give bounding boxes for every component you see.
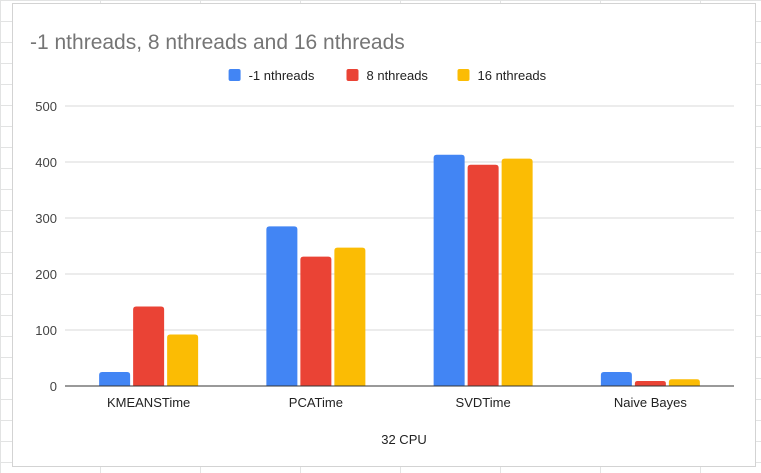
legend-item[interactable]: -1 nthreads	[228, 68, 315, 83]
bar--1-nthreads-pcatime[interactable]	[266, 226, 298, 386]
y-tick-label: 400	[35, 155, 57, 170]
legend-item[interactable]: 8 nthreads	[346, 68, 429, 83]
bar-8-nthreads-kmeanstime[interactable]	[133, 306, 165, 386]
bar-16-nthreads-pcatime[interactable]	[334, 247, 366, 386]
bar-8-nthreads-naive-bayes[interactable]	[634, 380, 666, 386]
y-axis: 0 100 200 300 400 500	[35, 99, 57, 394]
legend-swatch	[346, 69, 359, 81]
chart-svg: -1 nthreads, 8 nthreads and 16 nthreads …	[30, 31, 734, 447]
legend-label: -1 nthreads	[249, 68, 315, 83]
chart-container[interactable]: -1 nthreads, 8 nthreads and 16 nthreads …	[12, 3, 756, 467]
y-tick-label: 300	[35, 211, 57, 226]
y-tick-label: 200	[35, 267, 57, 282]
bar-8-nthreads-pcatime[interactable]	[300, 256, 332, 386]
legend-swatch	[457, 69, 470, 81]
legend-label: 8 nthreads	[367, 68, 429, 83]
bars-group	[99, 154, 700, 386]
chart-legend[interactable]: -1 nthreads 8 nthreads 16 nthreads	[228, 68, 547, 83]
bar--1-nthreads-kmeanstime[interactable]	[99, 372, 131, 386]
chart-title: -1 nthreads, 8 nthreads and 16 nthreads	[30, 31, 405, 54]
bar--1-nthreads-naive-bayes[interactable]	[600, 372, 632, 386]
legend-item[interactable]: 16 nthreads	[457, 68, 547, 83]
gridlines	[65, 105, 734, 331]
y-tick-label: 100	[35, 323, 57, 338]
bar-8-nthreads-svdtime[interactable]	[467, 164, 499, 386]
x-tick-label: KMEANSTime	[107, 395, 190, 410]
y-tick-label: 0	[50, 379, 57, 394]
bar-16-nthreads-svdtime[interactable]	[501, 158, 533, 386]
bar--1-nthreads-svdtime[interactable]	[433, 154, 465, 386]
x-axis-title: 32 CPU	[381, 432, 427, 447]
x-tick-label: PCATime	[289, 395, 343, 410]
bar-16-nthreads-kmeanstime[interactable]	[167, 334, 199, 386]
x-axis: KMEANSTime PCATime SVDTime Naive Bayes	[65, 385, 734, 410]
y-tick-label: 500	[35, 99, 57, 114]
legend-label: 16 nthreads	[478, 68, 547, 83]
x-tick-label: SVDTime	[456, 395, 511, 410]
bar-16-nthreads-naive-bayes[interactable]	[668, 379, 700, 386]
x-tick-label: Naive Bayes	[614, 395, 687, 410]
legend-swatch	[228, 69, 241, 81]
